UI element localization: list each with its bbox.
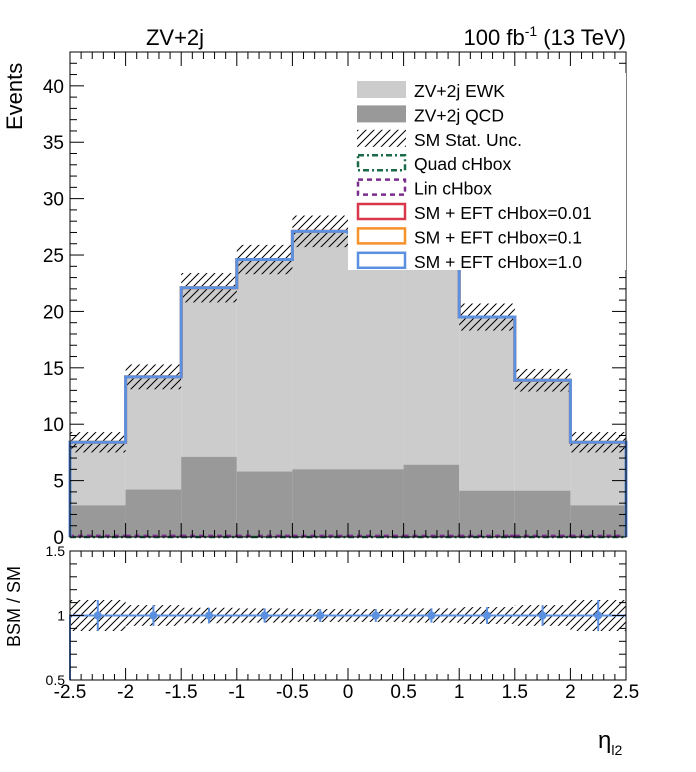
- stacked-histograms: [70, 231, 626, 538]
- qcd-bar: [125, 489, 182, 537]
- process-label: ZV+2j: [146, 25, 204, 50]
- legend-label: ZV+2j QCD: [414, 105, 504, 125]
- qcd-bar: [292, 469, 348, 537]
- qcd-bar: [514, 490, 571, 537]
- x-tick-label: -2.5: [54, 682, 87, 703]
- qcd-bar: [459, 490, 515, 537]
- ratio-point: [483, 611, 491, 620]
- legend-entry: Quad cHbox: [356, 153, 512, 174]
- legend-label: SM + EFT cHbox=0.01: [414, 203, 592, 223]
- x-tick-label: 2: [565, 682, 576, 703]
- ratio-point: [594, 611, 603, 620]
- ratio-y-label: BSM / SM: [4, 566, 24, 647]
- ratio-point: [260, 611, 269, 620]
- legend-swatch: [357, 129, 406, 147]
- legend-swatch: [356, 178, 407, 196]
- legend-entry: ZV+2j EWK: [357, 81, 505, 101]
- legend-entry: SM Stat. Unc.: [357, 129, 522, 150]
- ratio-point: [205, 611, 213, 620]
- main-y-tick-label: 0: [53, 528, 64, 549]
- legend-entry: ZV+2j QCD: [357, 105, 504, 125]
- legend-swatch: [357, 81, 406, 98]
- x-tick-label: 0.5: [390, 682, 416, 703]
- x-tick-label: 2.5: [613, 682, 639, 703]
- legend-swatch: [357, 105, 406, 123]
- ratio-point: [93, 611, 102, 620]
- ratio-point: [538, 611, 547, 620]
- ratio-panel: 0.5 1 1.5 -2.5 -2 -1.5 -1 -0.5 0 0.5 1 1.5 2 2.5 BSM …: [4, 543, 639, 758]
- main-y-tick-label: 15: [43, 359, 64, 380]
- main-y-tick-label: 5: [53, 472, 64, 493]
- legend-entry: SM + EFT cHbox=1.0: [356, 251, 582, 272]
- main-y-axis: 0 5 10 15 20 25 30 35 40: [43, 51, 627, 549]
- ratio-y-tick-label: 0.5: [46, 672, 66, 688]
- x-tick-label: -1.5: [165, 682, 198, 703]
- x-tick-label: 1: [454, 682, 465, 703]
- main-y-label: Events: [2, 63, 27, 130]
- x-tick-label: -0.5: [276, 682, 309, 703]
- main-y-tick-label: 25: [43, 246, 64, 267]
- x-tick-label: -2: [117, 682, 134, 703]
- ratio-point: [316, 611, 325, 620]
- legend-swatch: [356, 153, 407, 172]
- qcd-bar: [403, 464, 460, 537]
- x-tick-label: 1.5: [502, 682, 528, 703]
- main-y-tick-label: 35: [43, 133, 64, 154]
- legend-label: Quad cHbox: [414, 154, 512, 174]
- luminosity-label: 100 fb-1 (13 TeV): [464, 23, 626, 50]
- qcd-bar: [570, 505, 626, 537]
- main-y-tick-label: 40: [43, 77, 64, 98]
- legend-entry: SM + EFT cHbox=0.1: [356, 227, 582, 247]
- legend-entry: SM + EFT cHbox=0.01: [356, 202, 592, 223]
- qcd-bar: [181, 456, 237, 537]
- legend-label: SM Stat. Unc.: [414, 130, 522, 150]
- legend-swatch: [356, 251, 407, 270]
- legend-label: Lin cHbox: [414, 179, 492, 199]
- main-y-tick-label: 30: [43, 190, 64, 211]
- main-y-tick-label: 20: [43, 302, 64, 323]
- x-axis-label: ηl2: [598, 727, 622, 758]
- main-panel: 0 5 10 15 20 25 30 35 40 Events ZV+2j EWK ZV+2j Q…: [2, 51, 628, 549]
- ratio-axes: 0.5 1 1.5 -2.5 -2 -1.5 -1 -0.5 0 0.5 1 1.5 2 2.5: [46, 543, 640, 703]
- qcd-bar: [70, 505, 126, 537]
- ratio-point: [371, 611, 380, 620]
- qcd-bar: [348, 469, 404, 537]
- x-tick-label: -1: [228, 682, 245, 703]
- x-tick-label: 0: [343, 682, 354, 703]
- legend-label: ZV+2j EWK: [414, 81, 505, 101]
- legend: ZV+2j EWK ZV+2j QCD SM Stat. Unc. Quad cHbo…: [348, 73, 626, 272]
- legend-swatch: [356, 202, 407, 221]
- legend-label: SM + EFT cHbox=0.1: [414, 227, 582, 247]
- ratio-point: [149, 611, 158, 620]
- main-y-tick-label: 10: [43, 415, 64, 436]
- ratio-y-tick-label: 1.5: [46, 543, 66, 559]
- legend-entry: Lin cHbox: [356, 178, 492, 199]
- legend-label: SM + EFT cHbox=1.0: [414, 252, 582, 272]
- legend-swatch: [356, 227, 407, 245]
- ratio-y-tick-label: 1: [57, 608, 65, 624]
- ratio-point: [427, 611, 436, 620]
- qcd-bar: [236, 471, 293, 537]
